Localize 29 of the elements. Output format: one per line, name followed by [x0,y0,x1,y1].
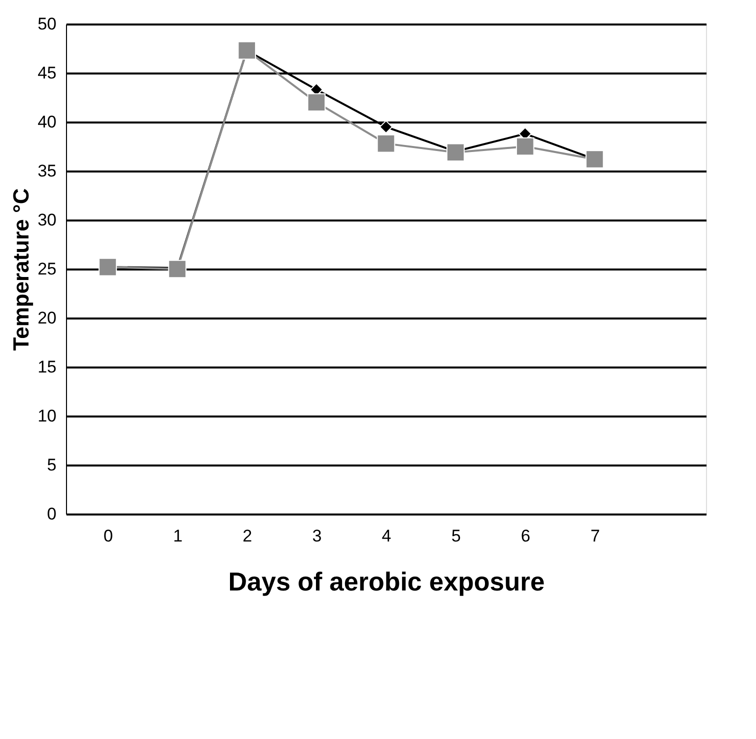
x-tick-label: 5 [451,526,461,546]
point [168,260,186,278]
point [376,134,396,153]
x-tick-label: 4 [382,526,392,546]
point [516,137,534,156]
y-tick-label: 40 [38,112,56,132]
x-tick-label: 1 [173,526,183,546]
y-tick-label: 35 [38,162,56,180]
x-tick-label: 3 [312,526,322,546]
y-tick-label: 45 [38,64,56,82]
y-axis-title: Temperature °C [8,188,34,351]
point [307,93,326,112]
y-tick-label: 0 [47,504,56,524]
y-tick-label: 30 [38,210,56,230]
y-tick-label: 25 [38,260,56,278]
point [446,143,465,162]
x-tick-label: 2 [242,526,252,546]
y-tick-label: 10 [38,406,56,426]
y-tick-label: 5 [47,456,56,474]
x-tick-label: 6 [520,526,530,546]
x-tick-label: 0 [104,526,113,546]
y-tick-label: 20 [38,308,56,328]
y-tick-label: 50 [38,14,56,34]
x-axis-title: Days of aerobic exposure [228,566,545,596]
y-tick-label: 15 [38,358,56,376]
point [238,41,256,60]
point [379,120,393,134]
x-tick-label: 7 [590,526,600,546]
point [98,258,117,276]
